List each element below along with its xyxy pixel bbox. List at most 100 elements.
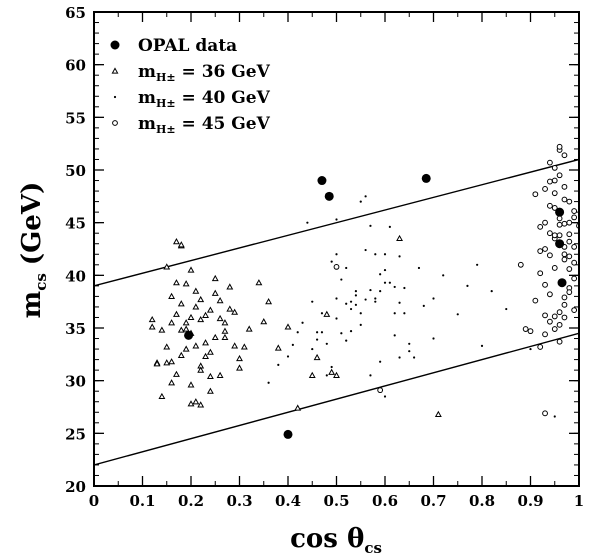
data-point	[177, 326, 185, 333]
data-point	[291, 343, 294, 346]
data-point	[345, 266, 348, 270]
data-point	[571, 208, 578, 214]
data-point	[432, 337, 435, 340]
data-point	[316, 331, 319, 334]
data-point	[274, 344, 282, 351]
data-point	[522, 326, 529, 332]
legend-marker	[111, 67, 119, 74]
data-point	[556, 172, 563, 179]
data-point	[556, 221, 563, 228]
data-point	[547, 318, 553, 325]
data-point	[182, 325, 190, 332]
y-tick-label: 45	[65, 215, 86, 233]
y-axis-label: mcs (GeV)	[17, 182, 50, 319]
data-point	[403, 312, 406, 315]
data-point	[313, 353, 321, 361]
data-point	[211, 333, 219, 341]
data-point	[571, 243, 578, 250]
data-point	[320, 331, 324, 334]
data-point	[542, 410, 548, 417]
data-point	[325, 374, 328, 377]
data-point	[168, 319, 176, 326]
data-point	[202, 352, 209, 360]
data-point	[335, 218, 338, 221]
data-point	[187, 313, 195, 321]
data-point	[240, 343, 248, 350]
data-point	[226, 283, 234, 290]
data-point	[163, 359, 171, 366]
data-point	[354, 303, 357, 306]
data-point	[345, 339, 348, 342]
y-tick-label: 30	[65, 373, 86, 391]
data-point	[551, 313, 558, 320]
data-point	[231, 342, 239, 349]
data-point	[566, 266, 573, 272]
data-point	[330, 365, 333, 369]
plot-frame	[93, 11, 580, 487]
legend-label-suffix: = 45 GeV	[176, 114, 271, 134]
band-line	[94, 332, 579, 466]
data-point	[197, 366, 205, 373]
y-tick-label: 40	[65, 267, 86, 285]
data-point	[354, 294, 357, 297]
x-tick-label: 0.5	[323, 492, 349, 510]
data-point	[542, 246, 548, 252]
data-point	[173, 279, 180, 286]
data-point	[553, 415, 556, 418]
data-point	[571, 214, 578, 221]
data-point	[434, 410, 442, 417]
data-point	[542, 186, 548, 192]
data-point	[364, 298, 367, 301]
data-point	[417, 266, 421, 270]
data-point	[335, 297, 338, 300]
data-point	[383, 268, 387, 272]
data-point	[466, 284, 469, 287]
legend-label-sub: H±	[156, 71, 176, 84]
y-axis-label-sub: cs	[32, 273, 50, 291]
data-point	[182, 345, 190, 352]
data-point	[216, 371, 224, 378]
data-point	[379, 273, 382, 276]
data-point	[364, 195, 367, 198]
data-point	[369, 224, 372, 227]
data-point	[566, 219, 573, 226]
data-point	[374, 300, 377, 303]
data-point	[349, 307, 353, 311]
data-point	[442, 274, 445, 277]
data-point	[547, 159, 553, 166]
data-point	[529, 347, 532, 351]
data-point	[571, 275, 578, 282]
legend-label-suffix: = 36 GeV	[176, 62, 271, 82]
data-point	[148, 315, 156, 323]
data-point	[542, 331, 548, 338]
data-point	[547, 202, 553, 209]
data-point	[236, 354, 243, 362]
data-point	[359, 200, 362, 203]
data-point	[153, 360, 161, 367]
y-tick-label: 25	[65, 425, 86, 443]
data-point	[561, 301, 568, 308]
data-point	[393, 285, 396, 289]
data-point	[556, 143, 563, 150]
data-point	[335, 317, 338, 320]
x-tick-label: 0.1	[129, 492, 155, 510]
data-point	[413, 356, 416, 359]
data-point	[532, 191, 539, 198]
data-point	[561, 256, 568, 263]
data-point	[277, 363, 280, 366]
data-point	[192, 342, 200, 349]
data-point	[369, 288, 372, 292]
data-point	[561, 314, 568, 321]
data-point	[561, 183, 568, 190]
data-point	[323, 310, 331, 317]
legend-marker	[110, 40, 120, 50]
data-point	[547, 230, 553, 237]
data-point	[556, 215, 563, 222]
data-point	[359, 323, 362, 326]
y-tick-label: 55	[65, 109, 86, 127]
x-axis-label-sub: cs	[364, 539, 382, 557]
data-point	[163, 263, 171, 270]
data-point	[561, 152, 568, 159]
data-point	[221, 319, 229, 326]
data-point	[349, 330, 353, 333]
